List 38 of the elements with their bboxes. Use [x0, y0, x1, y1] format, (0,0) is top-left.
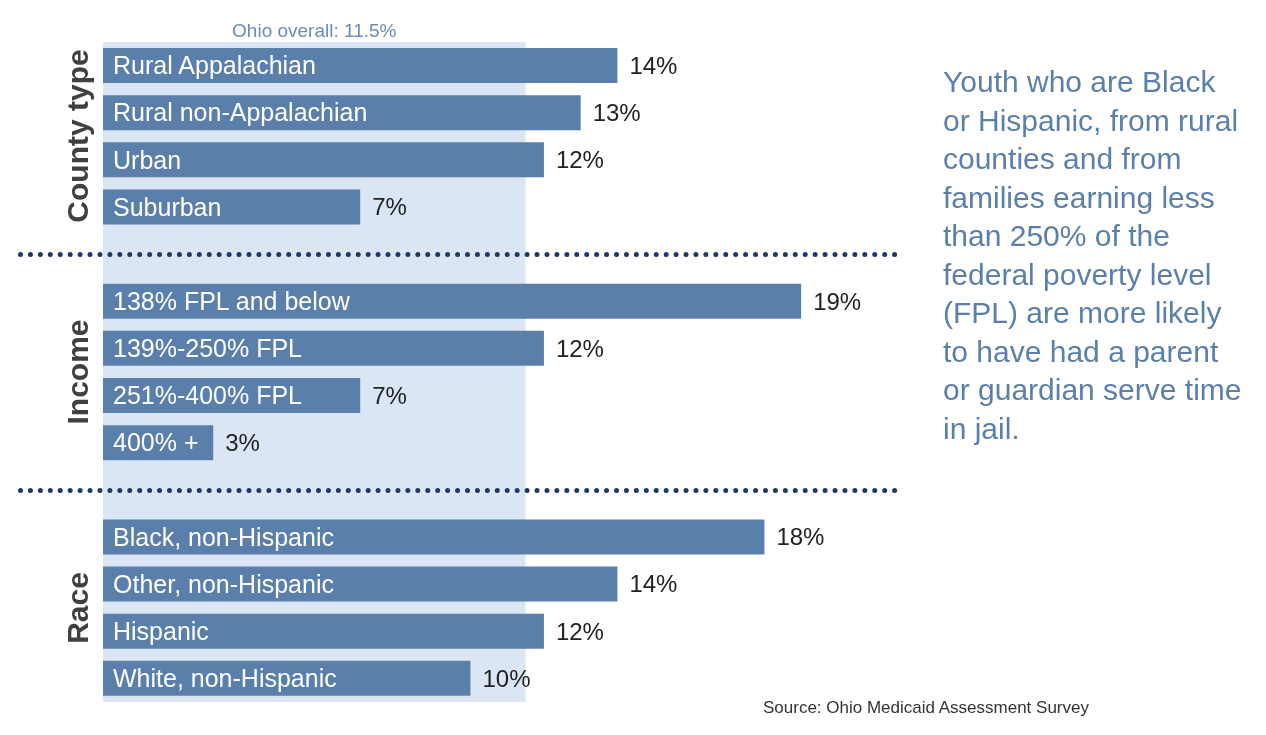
data-label: 18%	[776, 523, 825, 551]
data-label: 3%	[225, 429, 260, 457]
y-tick-label: Suburban	[113, 192, 222, 221]
bar	[103, 613, 544, 649]
data-label: 13%	[592, 99, 641, 127]
bar	[103, 48, 618, 83]
y-tick-label: Urban	[113, 145, 182, 174]
y-tick-label: Black, non-Hispanic	[113, 522, 334, 551]
bar	[103, 142, 544, 178]
bar	[103, 283, 802, 319]
bar	[103, 566, 618, 602]
data-label: 19%	[813, 287, 862, 315]
data-label: 10%	[482, 664, 531, 692]
y-tick-label: Hispanic	[113, 616, 209, 645]
data-label: 7%	[372, 381, 407, 409]
text: Youth who are Black or Hispanic, from rural counties and from families earning less than 250% of the federal poverty level (FPL) are more likely to have had a parent or guardian serve time in jail.	[943, 65, 1242, 445]
y-tick-label: 251%-400% FPL	[113, 381, 303, 410]
bar	[103, 519, 765, 555]
y-tick-label: Rural non-Appalachian	[113, 98, 368, 127]
y-tick-label: 139%-250% FPL	[113, 334, 303, 363]
y-tick-label: 400% +	[113, 428, 199, 457]
text: County type	[61, 49, 95, 223]
bar	[103, 189, 361, 225]
data-label: 12%	[555, 617, 604, 645]
y-tick-label: Rural Appalachian	[113, 51, 316, 80]
bar	[103, 330, 544, 366]
data-label: 12%	[555, 334, 604, 362]
text: Race	[61, 571, 95, 644]
data-label: 14%	[629, 51, 678, 79]
annotation: Source: Ohio Medicaid Assessment Survey	[763, 698, 1089, 718]
data-label: 14%	[629, 570, 678, 598]
data-label: 7%	[372, 193, 407, 221]
y-tick-label: White, non-Hispanic	[113, 664, 337, 693]
text: Income	[61, 319, 95, 425]
data-label: 12%	[555, 146, 604, 174]
band-label: Ohio overall: 11.5%	[232, 20, 397, 41]
y-tick-label: Other, non-Hispanic	[113, 569, 334, 598]
y-tick-label: 138% FPL and below	[113, 286, 351, 315]
